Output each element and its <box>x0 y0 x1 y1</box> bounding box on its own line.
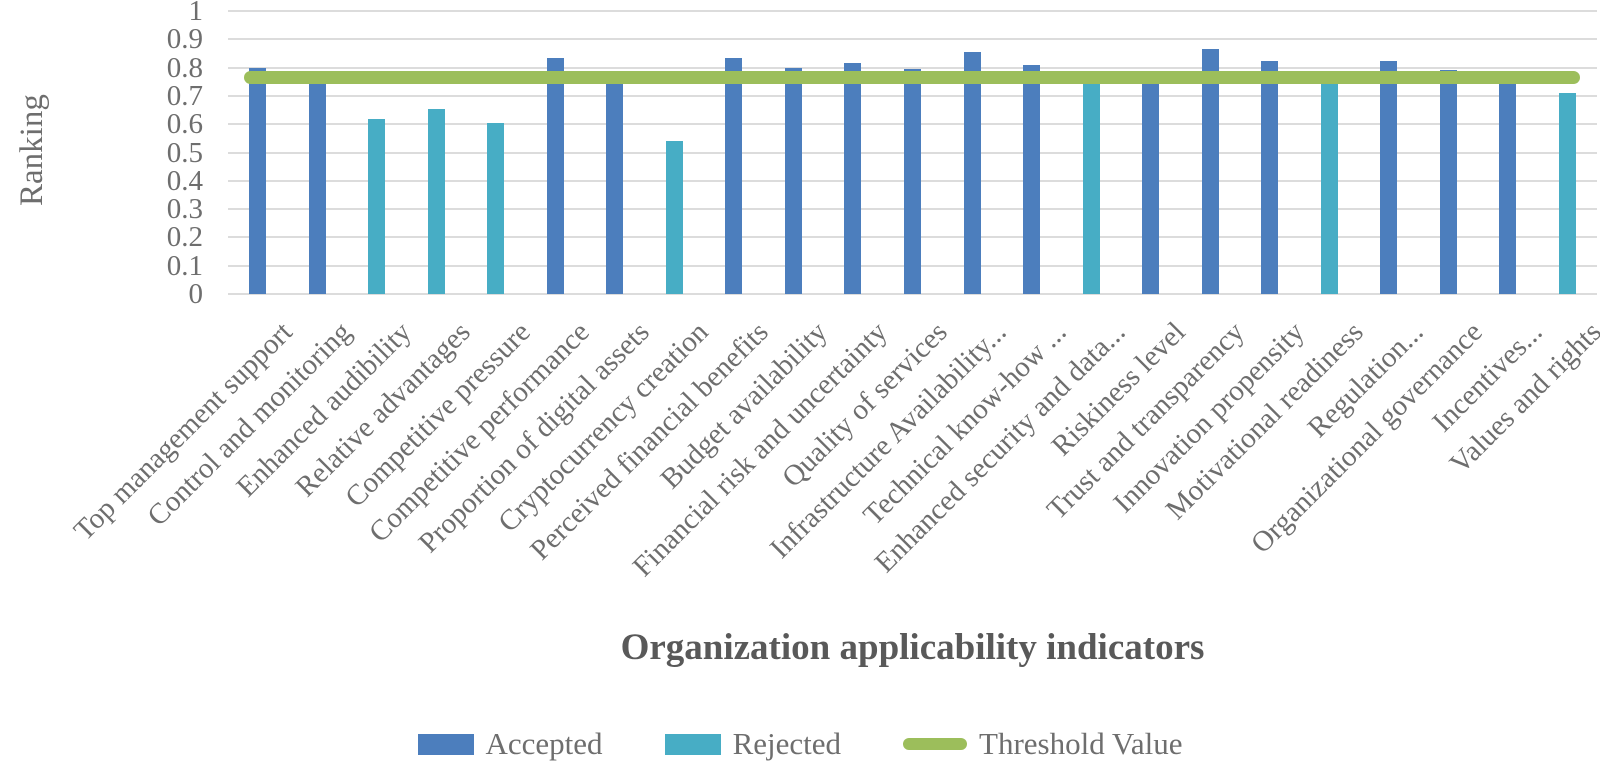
bar-organizational-governance <box>1439 70 1457 294</box>
y-tick-label-0.2: 0.2 <box>166 221 203 254</box>
threshold-line <box>244 71 1580 84</box>
gridline-1 <box>228 10 1597 12</box>
legend-label-accepted: Accepted <box>485 726 603 761</box>
legend-label-threshold: Threshold Value <box>979 726 1183 761</box>
y-tick-label-0.3: 0.3 <box>166 193 203 226</box>
bar-control-and-monitoring <box>308 81 326 294</box>
legend-item-accepted: Accepted <box>417 726 603 762</box>
bar-enhanced-security-and-data <box>1082 81 1100 294</box>
bar-top-management-support <box>249 67 267 294</box>
legend-item-rejected: Rejected <box>664 726 842 762</box>
gridline-0 <box>228 293 1597 295</box>
y-tick-label-1: 1 <box>188 0 204 27</box>
y-tick-label-0.4: 0.4 <box>166 164 203 197</box>
y-tick-label-0.8: 0.8 <box>166 51 203 84</box>
threshold-line-swatch <box>903 738 968 750</box>
bar-incentives <box>1499 81 1517 294</box>
bar-values-and-rights <box>1558 93 1576 294</box>
bar-enhanced-audibility <box>368 118 386 294</box>
y-tick-label-0.7: 0.7 <box>166 79 203 112</box>
bar-innovation-propensity <box>1261 60 1279 294</box>
legend-label-rejected: Rejected <box>732 726 842 761</box>
bar-technical-know-how <box>1023 64 1041 294</box>
x-axis-title: Organization applicability indicators <box>620 627 1205 668</box>
bar-financial-risk-and-uncertainty <box>844 63 862 294</box>
gridline-0.8 <box>228 66 1597 69</box>
bar-trust-and-transparency <box>1201 49 1219 294</box>
bar-perceived-financial-benefits <box>725 57 743 294</box>
legend-item-threshold: Threshold Value <box>903 726 1182 762</box>
plot-area: 0 0.1 0.2 0.3 0.4 0.5 0.6 0.7 0.8 0.9 1 Top manage… <box>68 0 1600 583</box>
bar-competitive-performance <box>546 57 564 294</box>
y-tick-label-0.6: 0.6 <box>166 108 203 141</box>
bar-competitive-pressure <box>487 122 505 294</box>
bar-riskiness-level <box>1142 81 1160 294</box>
y-tick-label-0: 0 <box>188 278 204 310</box>
y-tick-label-0.1: 0.1 <box>166 249 203 282</box>
bar-proportion-of-digital-assets <box>606 81 624 294</box>
bar-budget-availability <box>784 67 802 294</box>
bar-motivational-readiness <box>1320 81 1338 294</box>
bar-regulation <box>1380 60 1398 294</box>
accepted-series-swatch <box>417 733 474 755</box>
bar-relative-advantages <box>427 108 445 294</box>
y-axis-title: Ranking <box>14 94 50 206</box>
gridline-0.9 <box>228 38 1597 41</box>
y-tick-label-0.5: 0.5 <box>166 136 203 169</box>
chart-legend: Accepted Rejected Threshold Value <box>0 722 1600 766</box>
bar-infrastructure-availability <box>963 52 981 294</box>
bar-quality-of-services <box>904 69 921 294</box>
bar-cryptocurrency-creation <box>665 141 683 294</box>
rejected-series-swatch <box>664 733 721 755</box>
y-tick-label-0.9: 0.9 <box>166 23 203 56</box>
